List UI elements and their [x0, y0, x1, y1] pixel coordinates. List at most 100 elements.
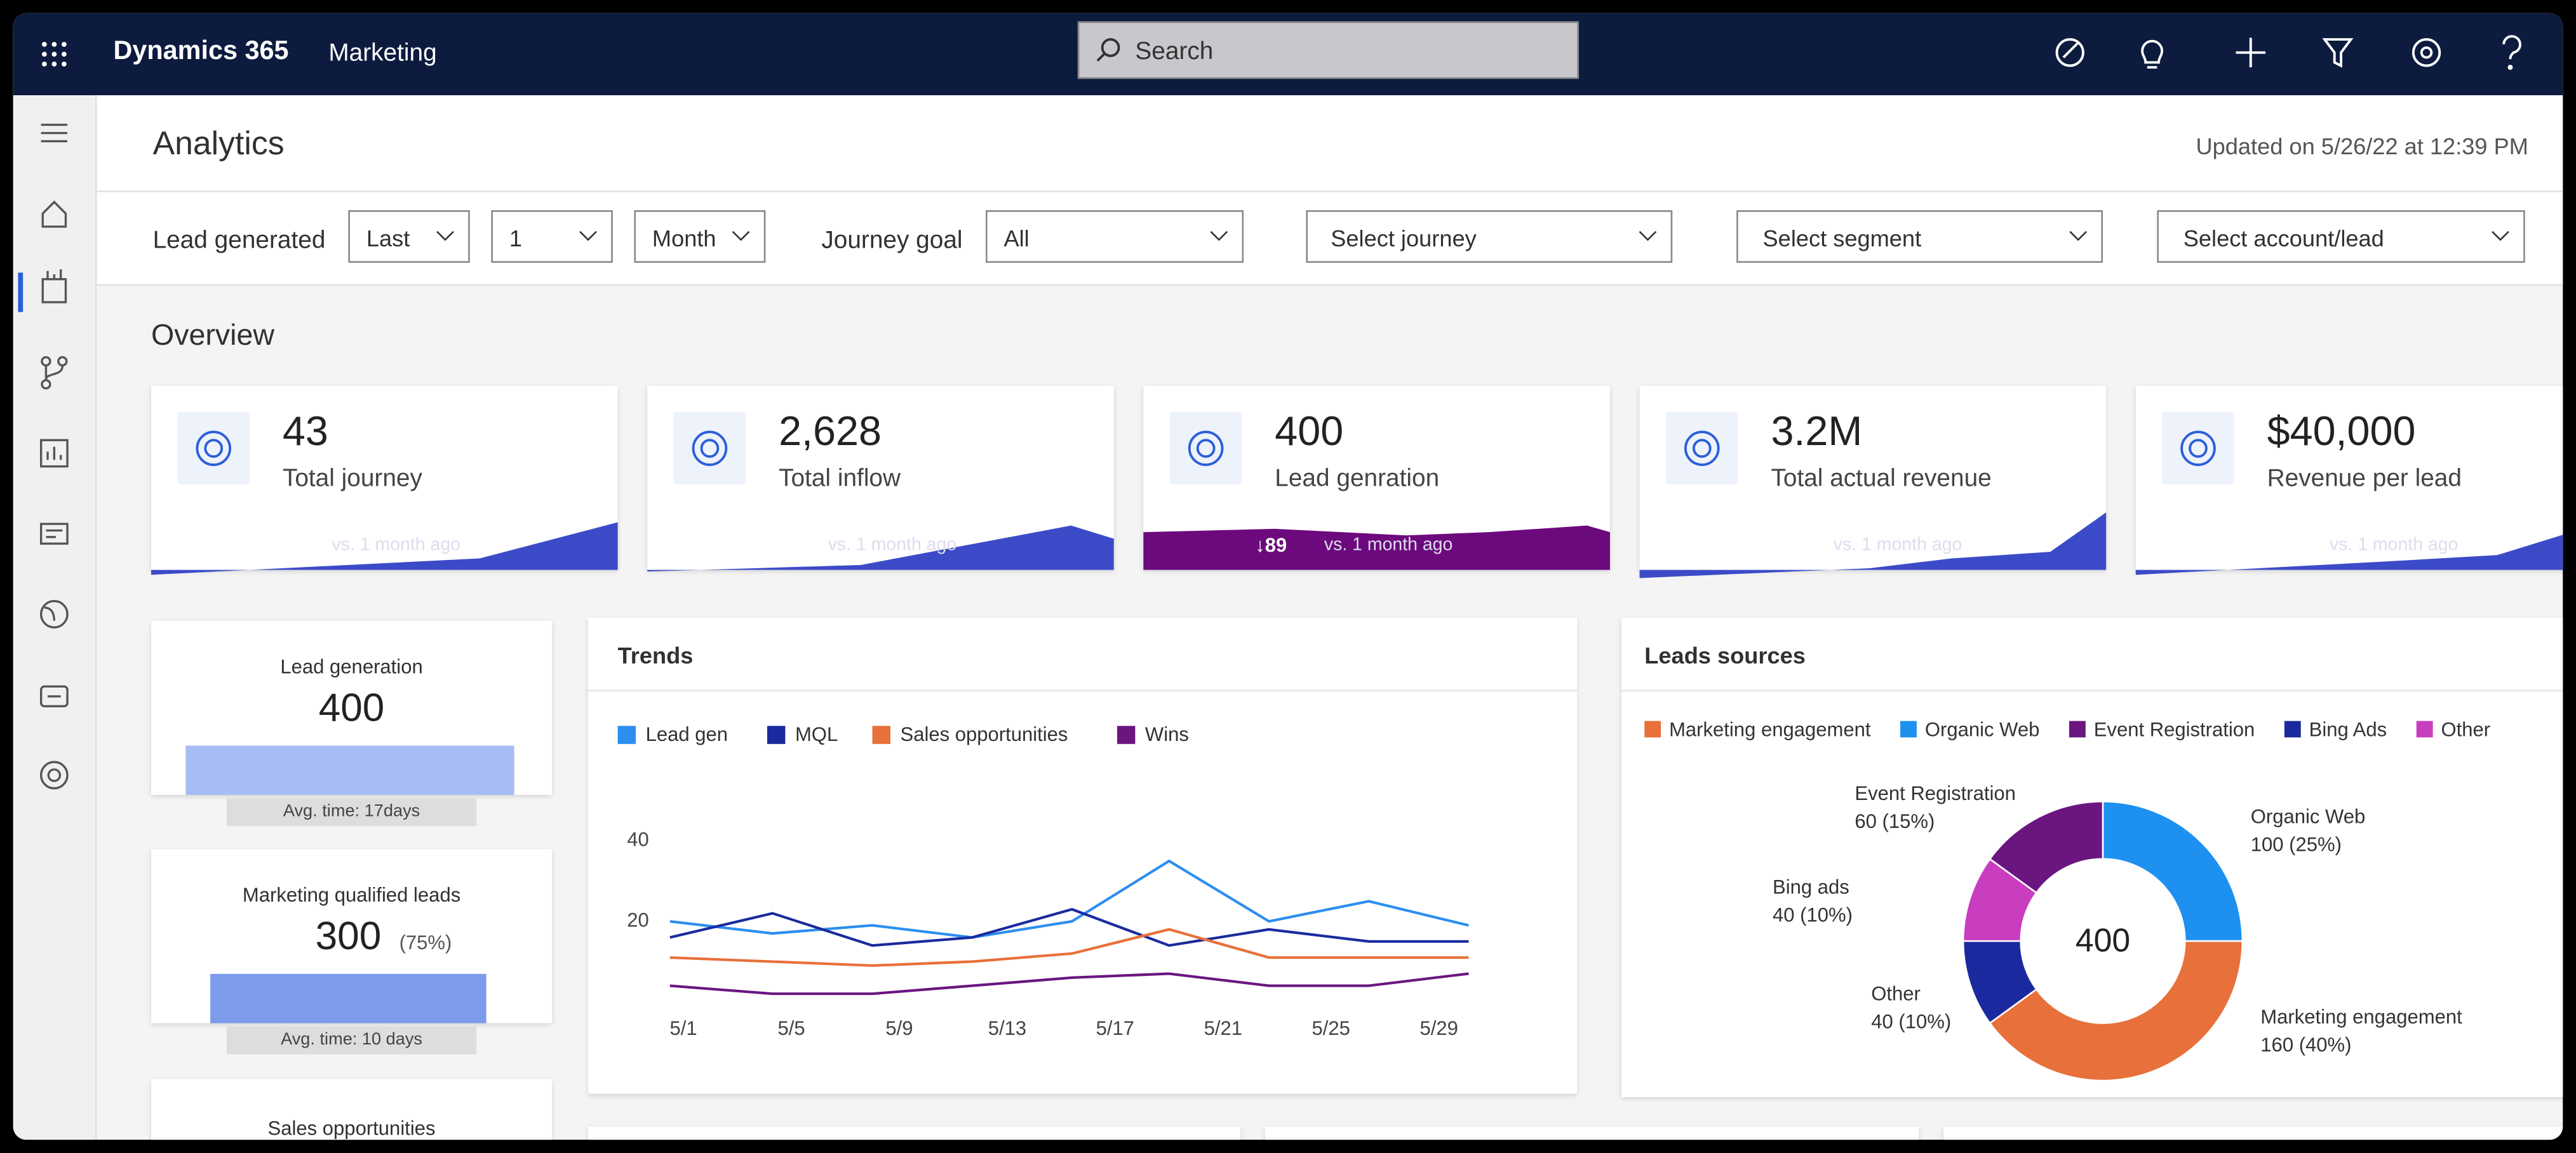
panel [588, 1126, 1240, 1140]
brand: Dynamics 365 [113, 37, 289, 66]
kpi-compare: vs. 1 month ago [332, 535, 461, 556]
kpi-value: $40,000 [2267, 409, 2416, 455]
chevron [1639, 230, 1657, 241]
avg-time: Avg. time: 10 days [226, 1026, 477, 1055]
search-box[interactable]: Search [1077, 21, 1579, 79]
sparkline [2135, 535, 2563, 575]
chevron [1210, 230, 1228, 241]
sparkline-area [2135, 535, 2563, 575]
kpi-card: 400 Lead genration ↓89 vs. 1 month ago [1143, 385, 1610, 570]
top-bar: Dynamics 365 Marketing Search [13, 13, 2563, 96]
kpi-value: 2,628 [779, 409, 882, 455]
kpi-label: Lead genration [1275, 465, 1440, 493]
kpi-icon [673, 412, 746, 485]
page-title: Analytics [152, 126, 285, 163]
sparkline-area [1143, 525, 1610, 570]
dropdown-value: Month [652, 225, 716, 251]
kpi-icon [1665, 412, 1738, 485]
filter-label: Journey goal [821, 226, 963, 255]
kpi-label: Total journey [282, 465, 422, 493]
segment-dropdown[interactable]: Select segment [1736, 210, 2103, 263]
kpi-delta: ↓89 [1255, 533, 1287, 557]
updated-time: Updated on 5/26/22 at 12:39 PM [2196, 133, 2528, 159]
app-launcher[interactable] [39, 39, 69, 69]
panel [1265, 1126, 1919, 1140]
trends-panel: Trends [588, 617, 1578, 1094]
sidebar [13, 95, 97, 1140]
kpi-card: $40,000 Revenue per lead ↑21.2% vs. 1 month… [2135, 385, 2563, 575]
unit-dropdown[interactable]: Month [634, 210, 766, 263]
kpi-icon [2162, 412, 2234, 485]
kpi-delta: ↑21.2% [2247, 533, 2314, 557]
filter-bar: Lead generated Last 1 Month Journey goal… [97, 192, 2563, 286]
chevron [2069, 230, 2088, 241]
sparkline [1639, 512, 2107, 578]
kpi-compare: vs. 1 month ago [1833, 535, 1962, 556]
kpi-card: 3.2M Total actual revenue ↑15.6% vs. 1 mont… [1639, 385, 2107, 578]
kpi-label: Total actual revenue [1771, 465, 1992, 493]
kpi-icon [1169, 412, 1242, 485]
stage-value: 300 [315, 914, 382, 959]
funnel-stage: Marketing qualified leads 300 (75%) [151, 849, 553, 1023]
stage-title: Marketing qualified leads [242, 883, 461, 907]
toolbar-icons[interactable] [2050, 34, 2543, 74]
kpi-compare: vs. 1 month ago [1324, 535, 1453, 556]
kpi-icon [177, 412, 250, 485]
stage-bar [185, 745, 514, 795]
kpi-compare: vs. 1 month ago [828, 535, 957, 556]
kpi-label: Total inflow [779, 465, 901, 493]
stage-bar [210, 973, 486, 1023]
chevron [579, 230, 597, 241]
nav-icons[interactable] [13, 95, 95, 818]
kpi-compare: vs. 1 month ago [2329, 535, 2459, 556]
filter-label: Lead generated [152, 226, 326, 255]
chevron [436, 230, 454, 241]
section-title: Overview [151, 318, 275, 352]
panel-title: Trends [617, 642, 694, 669]
kpi-value: 400 [1275, 409, 1344, 455]
kpi-delta: ↑345 [759, 533, 802, 557]
panel-title: Leads sources [1644, 642, 1806, 669]
dropdown-value: Last [366, 225, 410, 251]
sparkline [647, 525, 1114, 572]
account-dropdown[interactable]: Select account/lead [2157, 210, 2525, 263]
kpi-label: Revenue per lead [2267, 465, 2462, 493]
app-window: Dynamics 365 Marketing Search An [13, 13, 2563, 1140]
stage-title: Sales opportunities [267, 1116, 436, 1140]
kpi-value: 3.2M [1771, 409, 1863, 455]
goal-dropdown[interactable]: All [986, 210, 1244, 263]
dropdown-value: Select account/lead [2183, 225, 2384, 251]
header: Analytics Updated on 5/26/22 at 12:39 PM [97, 95, 2563, 192]
panel [1943, 1126, 2563, 1140]
search-placeholder: Search [1135, 37, 1214, 66]
funnel-stage: Lead generation 400 [151, 620, 553, 795]
count-dropdown[interactable]: 1 [491, 210, 613, 263]
kpi-delta: ↑15.6% [1751, 533, 1817, 557]
period-dropdown[interactable]: Last [348, 210, 470, 263]
kpi-value: 43 [282, 409, 328, 455]
sparkline [1143, 525, 1610, 570]
chevron [2492, 230, 2509, 241]
chevron [732, 230, 750, 241]
kpi-card: 2,628 Total inflow ↑345 vs. 1 month ago [647, 385, 1114, 572]
sparkline-area [151, 522, 618, 575]
dropdown-value: Select journey [1331, 225, 1477, 251]
divider [588, 690, 1578, 692]
sparkline [151, 522, 618, 575]
sparkline-area [1639, 512, 2107, 578]
journey-dropdown[interactable]: Select journey [1306, 210, 1673, 263]
sources-panel: Leads sources [1621, 617, 2563, 1097]
kpi-card: 43 Total journey ↑12 vs. 1 month ago [151, 385, 618, 575]
stage-title: Lead generation [280, 655, 423, 679]
dropdown-value: Select segment [1762, 225, 1922, 251]
dropdown-value: All [1003, 225, 1030, 251]
stage-share: (75%) [399, 931, 452, 954]
funnel-stage: Sales opportunities [151, 1079, 553, 1140]
stage-value: 400 [318, 686, 385, 731]
avg-time: Avg. time: 17days [226, 798, 477, 827]
module: Marketing [328, 39, 437, 68]
divider [1621, 690, 2563, 692]
sparkline-area [647, 525, 1114, 572]
dropdown-value: 1 [509, 225, 523, 251]
